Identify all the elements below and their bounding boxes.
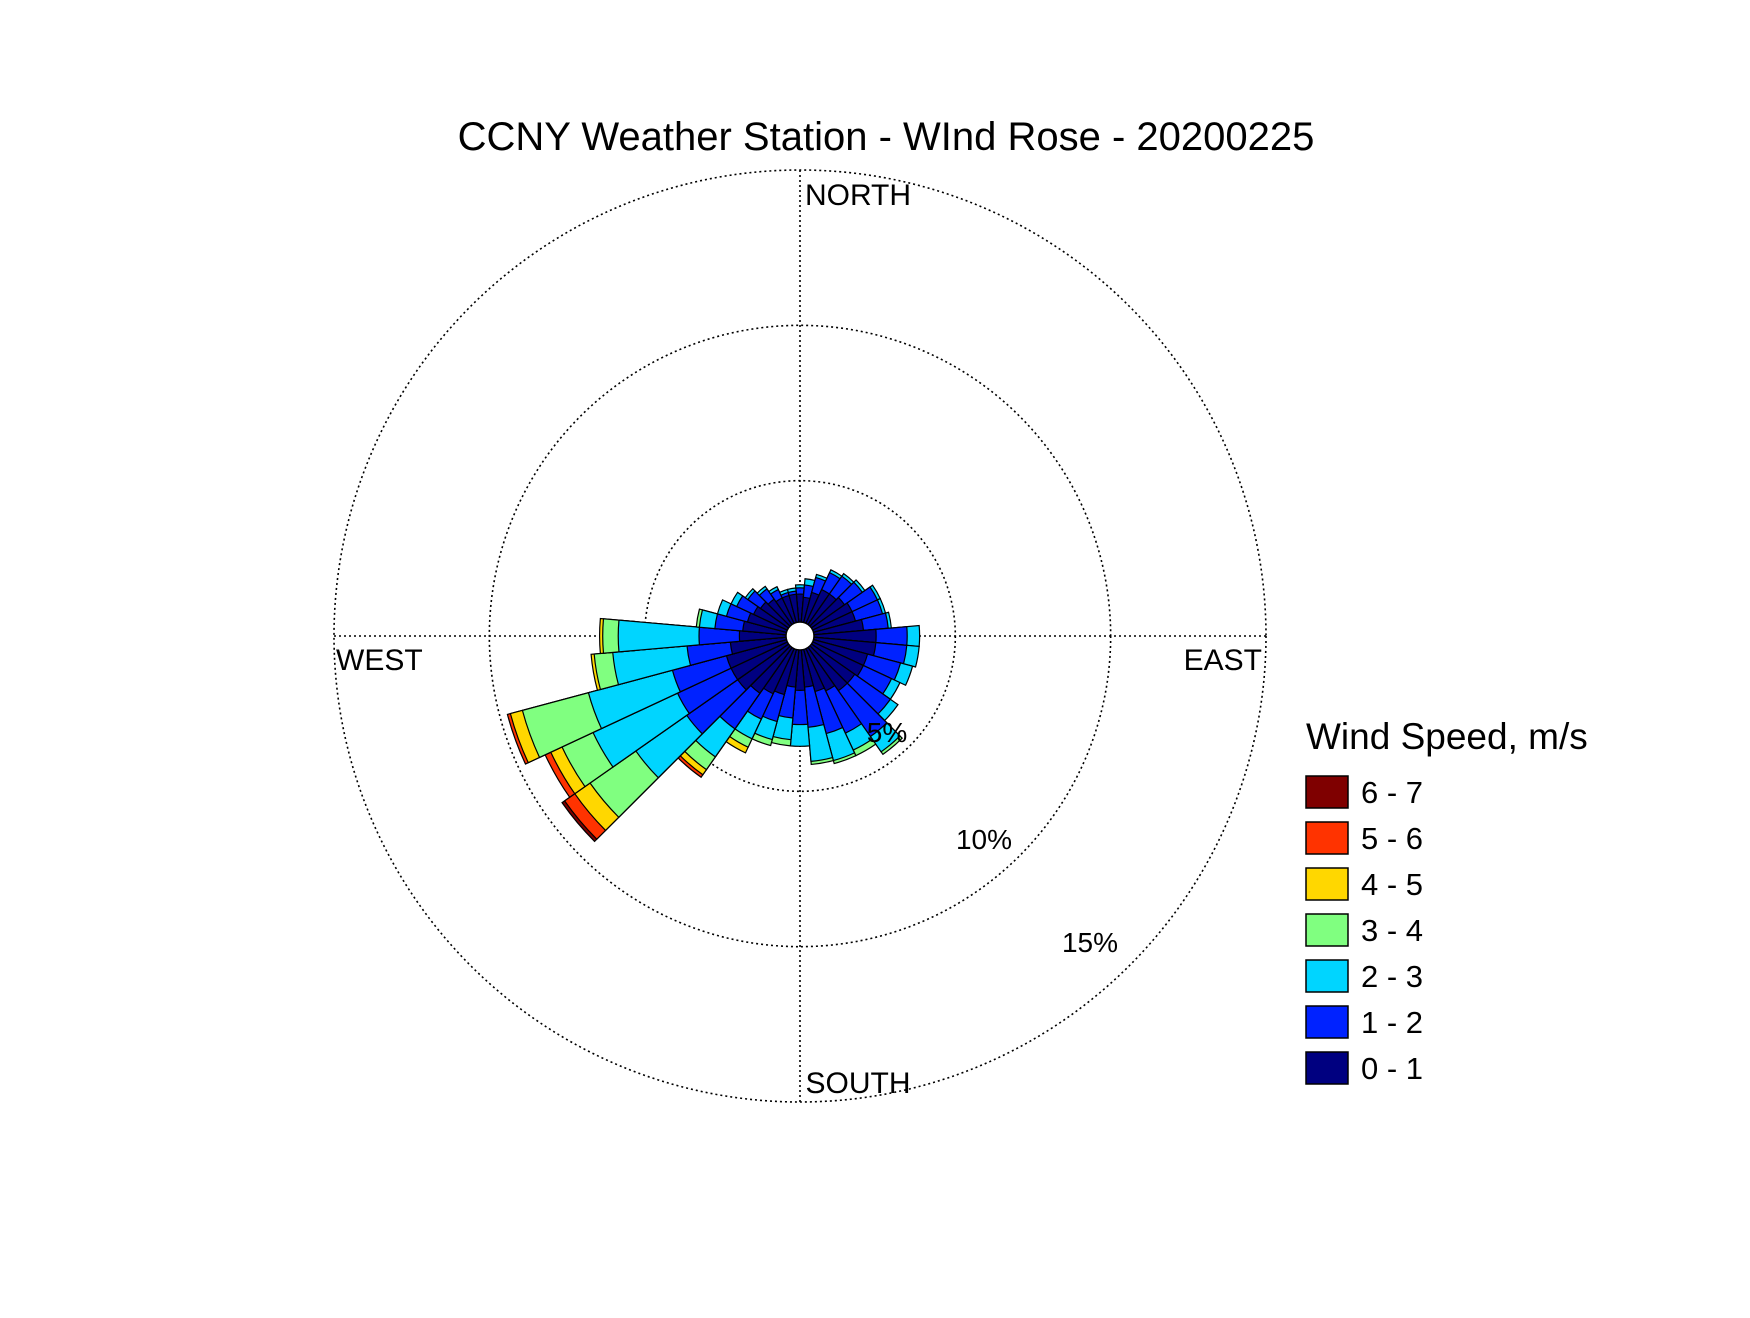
ring-label-15: 15% [1062,927,1118,958]
legend-swatch-2-3 [1305,959,1349,993]
direction-label-south: SOUTH [806,1067,911,1100]
direction-label-east: EAST [1184,644,1262,677]
legend-label-0-1: 0 - 1 [1361,1051,1423,1086]
legend-label-3-4: 3 - 4 [1361,913,1423,948]
direction-label-west: WEST [336,644,423,677]
ring-label-5: 5% [867,717,907,748]
center-hole [785,621,815,651]
ring-label-10: 10% [956,824,1012,855]
petal-group [506,569,921,843]
chart-title: CCNY Weather Station - WInd Rose - 20200… [458,115,1315,159]
legend-swatch-6-7 [1305,775,1349,809]
legend-label-5-6: 5 - 6 [1361,821,1423,856]
legend-swatch-3-4 [1305,913,1349,947]
legend: 6 - 7 5 - 6 4 - 5 3 - 4 2 - 3 1 - 2 0 - 1 [1305,775,1423,1086]
legend-label-2-3: 2 - 3 [1361,959,1423,994]
direction-label-north: NORTH [805,179,911,212]
legend-label-4-5: 4 - 5 [1361,867,1423,902]
legend-label-6-7: 6 - 7 [1361,775,1423,810]
legend-swatch-0-1 [1305,1051,1349,1085]
legend-swatch-4-5 [1305,867,1349,901]
legend-swatch-1-2 [1305,1005,1349,1039]
legend-title: Wind Speed, m/s [1306,716,1588,757]
center-hole-group [785,621,815,651]
legend-swatch-5-6 [1305,821,1349,855]
legend-label-1-2: 1 - 2 [1361,1005,1423,1040]
